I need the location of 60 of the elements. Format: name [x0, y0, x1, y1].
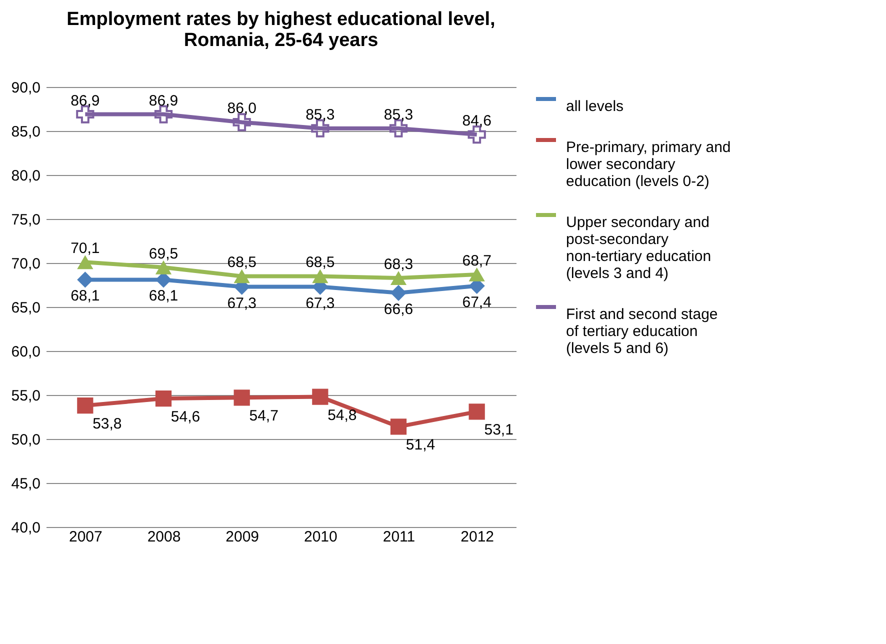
chart-title: Employment rates by highest educational level, Romania, 25-64 years [66, 9, 496, 51]
y-tick-label: 40,0 [11, 520, 40, 536]
y-tick-label: 65,0 [11, 300, 40, 316]
point [312, 269, 328, 284]
y-tick-label: 60,0 [11, 344, 40, 360]
x-tick-label: 2008 [147, 528, 181, 546]
data-label: 70,1 [70, 240, 100, 258]
y-tick-label: 45,0 [11, 476, 40, 492]
data-label: 86,9 [70, 92, 100, 110]
point [390, 418, 407, 435]
data-label: 54,7 [249, 408, 278, 425]
point [77, 272, 94, 288]
data-label: 69,5 [148, 245, 178, 262]
data-label: 67,3 [227, 294, 256, 312]
data-label: 68,5 [306, 254, 335, 272]
data-label: 54,8 [328, 406, 357, 424]
data-label: 53,1 [484, 422, 514, 439]
y-tick-label: 55,0 [11, 388, 40, 404]
x-tick-label: 2010 [304, 528, 338, 546]
x-tick-label: 2012 [460, 528, 494, 546]
point [312, 388, 328, 405]
legend-label: First and second stage of tertiary education (levels 5 and 6) [566, 306, 718, 357]
y-tick-label: 90,0 [11, 80, 40, 96]
legend-label: all levels [566, 98, 624, 115]
x-tick-label: 2011 [382, 528, 416, 546]
point [77, 255, 94, 270]
data-label: 68,1 [70, 288, 100, 305]
point [390, 284, 407, 301]
data-label: 67,4 [462, 294, 492, 311]
data-label: 53,8 [92, 416, 122, 433]
point [468, 404, 485, 420]
data-label: 68,1 [148, 288, 178, 305]
y-tick-label: 80,0 [11, 168, 40, 184]
point [390, 270, 407, 285]
point [77, 398, 94, 414]
legend-label: Pre-primary, primary and lower secondary education (levels 0-2) [566, 139, 731, 190]
point [468, 267, 485, 282]
data-label: 86,0 [227, 100, 256, 118]
data-label: 85,3 [306, 106, 335, 124]
data-label: 54,6 [170, 408, 200, 426]
point [155, 260, 172, 274]
data-label: 86,9 [148, 92, 178, 110]
y-tick-label: 75,0 [11, 212, 40, 228]
data-label: 84,6 [462, 112, 492, 130]
point [234, 269, 250, 284]
data-label: 68,3 [384, 256, 414, 273]
data-label: 67,3 [306, 294, 335, 312]
x-tick-label: 2007 [68, 528, 102, 546]
point [234, 390, 250, 406]
data-label: 66,6 [384, 300, 414, 318]
y-tick-label: 50,0 [11, 432, 40, 448]
data-label: 51,4 [406, 436, 436, 454]
data-label: 85,3 [384, 106, 414, 124]
y-tick-label: 85,0 [11, 124, 40, 140]
data-label: 68,7 [462, 252, 492, 270]
point [155, 390, 172, 407]
legend-label: Upper secondary and post-secondary non-tertiary education (levels 3 and 4) [566, 214, 712, 282]
y-tick-label: 70,0 [11, 256, 40, 272]
x-tick-label: 2009 [226, 528, 260, 546]
data-label: 68,5 [227, 254, 256, 272]
